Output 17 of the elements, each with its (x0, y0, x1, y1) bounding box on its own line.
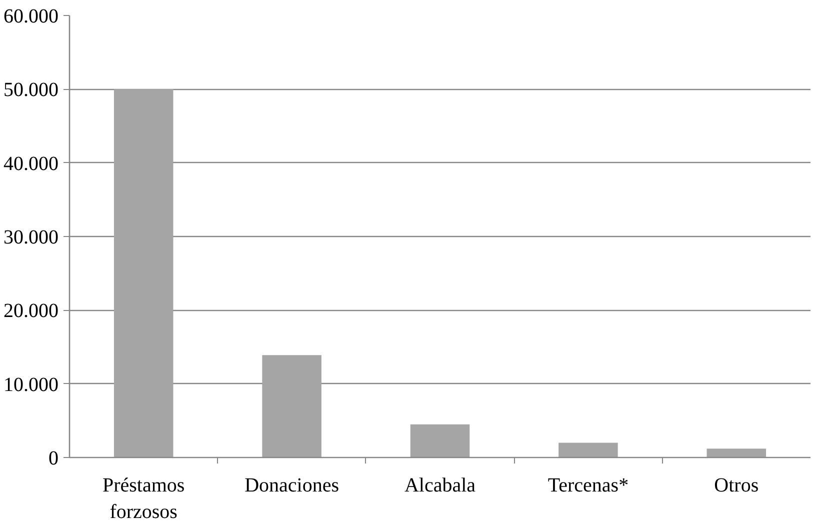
y-tick-label: 10.000 (4, 374, 58, 396)
y-tick-label: 20.000 (4, 300, 58, 322)
x-tick-label: Tercenas* (548, 474, 629, 496)
y-tick-label: 30.000 (4, 226, 58, 248)
x-tick-label: Donaciones (244, 474, 340, 496)
bar (410, 424, 470, 458)
y-tick-label: 0 (48, 448, 58, 470)
bar (706, 448, 766, 458)
bar (262, 355, 322, 458)
x-tick-label: Otros (714, 474, 759, 496)
y-tick-label: 40.000 (4, 152, 58, 175)
bar (558, 442, 618, 458)
y-tick-label: 50.000 (4, 79, 58, 102)
bar (114, 89, 174, 458)
x-tick-label: Préstamos forzosos (102, 474, 185, 523)
y-tick-label: 60.000 (4, 6, 58, 28)
x-tick-label: Alcabala (404, 474, 476, 496)
